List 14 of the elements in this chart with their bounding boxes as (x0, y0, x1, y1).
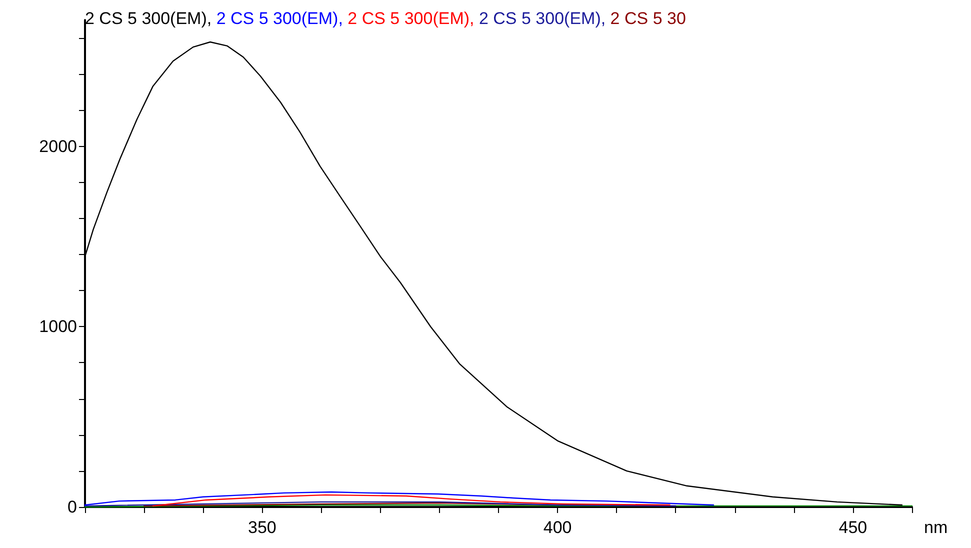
series-label: 2 CS 5 300(EM), (85, 9, 212, 28)
text: 2 CS 5 300(EM), (216, 9, 343, 28)
y-tick-label: 1000 (39, 317, 77, 336)
x-tick-label: 450 (838, 518, 868, 537)
x-tick-label: 400 (543, 518, 572, 537)
y-tick-label: 0 (68, 498, 77, 516)
x-tick-label: 350 (248, 518, 276, 537)
text: 2 CS 5 300(EM), (478, 9, 606, 28)
line-series (152, 494, 670, 507)
text: 2 CS 5 30 (610, 9, 686, 28)
line-series (84, 491, 714, 506)
text: 2 CS 5 300(EM), (348, 9, 474, 28)
x-axis-title: nm (924, 518, 948, 537)
y-tick-label: 2000 (39, 136, 77, 156)
